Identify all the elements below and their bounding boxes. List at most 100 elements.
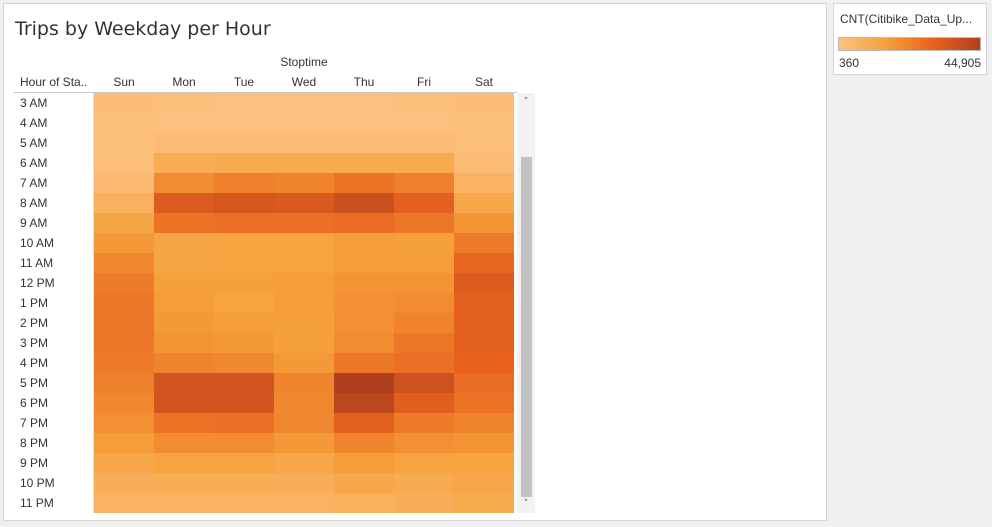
heatmap-cell-5am-tue[interactable] [214,133,274,153]
heatmap-cell-7am-wed[interactable] [274,173,334,193]
row-label-10am[interactable]: 10 AM [20,236,55,250]
heatmap-cell-4pm-tue[interactable] [214,353,274,373]
heatmap-cell-11pm-mon[interactable] [154,493,214,513]
heatmap-cell-3pm-tue[interactable] [214,333,274,353]
heatmap-cell-3am-sun[interactable] [94,93,154,113]
row-label-7am[interactable]: 7 AM [20,176,48,190]
heatmap-cell-1pm-sat[interactable] [454,293,514,313]
heatmap-cell-7pm-tue[interactable] [214,413,274,433]
heatmap-cell-9pm-wed[interactable] [274,453,334,473]
heatmap-cell-4am-sun[interactable] [94,113,154,133]
heatmap-cell-11am-sat[interactable] [454,253,514,273]
heatmap-cell-8pm-sat[interactable] [454,433,514,453]
row-label-9am[interactable]: 9 AM [20,216,48,230]
heatmap-cell-9am-sun[interactable] [94,213,154,233]
heatmap-cell-2pm-sat[interactable] [454,313,514,333]
heatmap-cell-11am-sun[interactable] [94,253,154,273]
row-label-3pm[interactable]: 3 PM [20,336,49,350]
heatmap-cell-5am-thu[interactable] [334,133,394,153]
heatmap-cell-4am-thu[interactable] [334,113,394,133]
heatmap-cell-11am-fri[interactable] [394,253,454,273]
heatmap-cell-6am-tue[interactable] [214,153,274,173]
heatmap-cell-6pm-thu[interactable] [334,393,394,413]
heatmap-cell-10pm-mon[interactable] [154,473,214,493]
heatmap-cell-6pm-sat[interactable] [454,393,514,413]
heatmap-cell-8pm-mon[interactable] [154,433,214,453]
heatmap-cell-1pm-fri[interactable] [394,293,454,313]
heatmap-cell-3pm-sun[interactable] [94,333,154,353]
legend-title[interactable]: CNT(Citibike_Data_Up... [840,12,973,26]
heatmap-cell-4pm-sun[interactable] [94,353,154,373]
row-label-3am[interactable]: 3 AM [20,96,48,110]
heatmap-cell-7am-sun[interactable] [94,173,154,193]
heatmap-cell-9pm-fri[interactable] [394,453,454,473]
heatmap-cell-8pm-wed[interactable] [274,433,334,453]
heatmap-cell-6am-fri[interactable] [394,153,454,173]
heatmap-cell-11am-mon[interactable] [154,253,214,273]
heatmap-cell-1pm-thu[interactable] [334,293,394,313]
heatmap-cell-2pm-thu[interactable] [334,313,394,333]
heatmap-cell-9am-thu[interactable] [334,213,394,233]
heatmap-cell-12pm-wed[interactable] [274,273,334,293]
heatmap-cell-9am-sat[interactable] [454,213,514,233]
heatmap-cell-8am-sun[interactable] [94,193,154,213]
heatmap-cell-8pm-thu[interactable] [334,433,394,453]
row-label-6pm[interactable]: 6 PM [20,396,49,410]
heatmap-cell-4am-fri[interactable] [394,113,454,133]
row-label-10pm[interactable]: 10 PM [20,476,55,490]
heatmap-cell-5pm-wed[interactable] [274,373,334,393]
column-label-mon[interactable]: Mon [172,75,196,89]
heatmap-cell-12pm-sat[interactable] [454,273,514,293]
heatmap-cell-10am-sun[interactable] [94,233,154,253]
heatmap-cell-3am-tue[interactable] [214,93,274,113]
heatmap-cell-1pm-wed[interactable] [274,293,334,313]
heatmap-cell-5am-sat[interactable] [454,133,514,153]
heatmap-cell-10am-sat[interactable] [454,233,514,253]
row-label-12pm[interactable]: 12 PM [20,276,55,290]
heatmap-cell-12pm-mon[interactable] [154,273,214,293]
column-label-thu[interactable]: Thu [353,75,375,89]
heatmap-cell-6am-sat[interactable] [454,153,514,173]
heatmap-cell-3pm-sat[interactable] [454,333,514,353]
heatmap-cell-3am-fri[interactable] [394,93,454,113]
heatmap-cell-10pm-sun[interactable] [94,473,154,493]
heatmap-cell-9am-mon[interactable] [154,213,214,233]
row-label-8am[interactable]: 8 AM [20,196,48,210]
column-label-fri[interactable]: Fri [417,75,431,89]
heatmap-cell-8am-fri[interactable] [394,193,454,213]
row-label-7pm[interactable]: 7 PM [20,416,49,430]
row-label-2pm[interactable]: 2 PM [20,316,49,330]
heatmap-cell-5pm-thu[interactable] [334,373,394,393]
scroll-up-arrow-icon[interactable]: ˄ [523,97,529,107]
row-label-4pm[interactable]: 4 PM [20,356,49,370]
heatmap-cell-7am-sat[interactable] [454,173,514,193]
heatmap-cell-12pm-sun[interactable] [94,273,154,293]
heatmap-cell-7am-fri[interactable] [394,173,454,193]
heatmap-cell-6pm-wed[interactable] [274,393,334,413]
heatmap-cell-11pm-thu[interactable] [334,493,394,513]
row-label-5pm[interactable]: 5 PM [20,376,49,390]
column-label-sun[interactable]: Sun [113,75,135,89]
heatmap-cell-4pm-mon[interactable] [154,353,214,373]
heatmap-cell-10pm-sat[interactable] [454,473,514,493]
heatmap-cell-9pm-mon[interactable] [154,453,214,473]
scroll-thumb[interactable] [521,157,532,497]
heatmap-cell-6am-thu[interactable] [334,153,394,173]
heatmap-cell-8pm-tue[interactable] [214,433,274,453]
heatmap-cell-8am-mon[interactable] [154,193,214,213]
heatmap-cell-9am-tue[interactable] [214,213,274,233]
heatmap-cell-9am-wed[interactable] [274,213,334,233]
heatmap-cell-7am-thu[interactable] [334,173,394,193]
heatmap-cell-11pm-tue[interactable] [214,493,274,513]
row-label-5am[interactable]: 5 AM [20,136,48,150]
row-label-1pm[interactable]: 1 PM [20,296,49,310]
heatmap-cell-5am-mon[interactable] [154,133,214,153]
heatmap-cell-6am-wed[interactable] [274,153,334,173]
heatmap-cell-10pm-tue[interactable] [214,473,274,493]
heatmap-cell-6pm-fri[interactable] [394,393,454,413]
heatmap-cell-2pm-fri[interactable] [394,313,454,333]
heatmap-cell-11pm-fri[interactable] [394,493,454,513]
heatmap-cell-1pm-mon[interactable] [154,293,214,313]
heatmap-cell-7pm-sat[interactable] [454,413,514,433]
heatmap-cell-9pm-sat[interactable] [454,453,514,473]
